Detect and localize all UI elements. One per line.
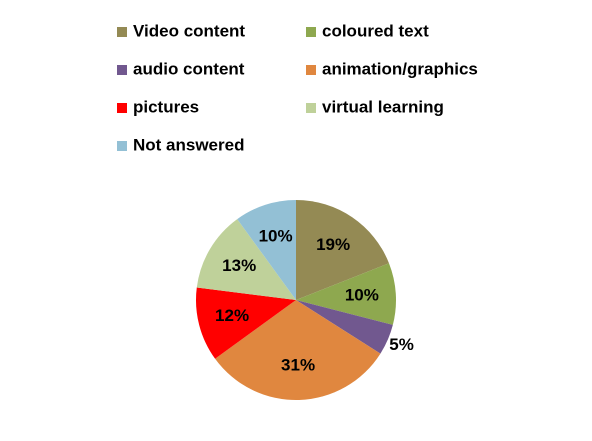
legend-label: audio content [133, 59, 245, 78]
legend-label: virtual learning [322, 97, 444, 116]
legend-label: Not answered [133, 135, 244, 154]
legend-label: animation/graphics [322, 59, 478, 78]
legend-swatch [306, 27, 316, 37]
legend-label: coloured text [322, 21, 429, 40]
legend-label: Video content [133, 21, 245, 40]
pie-slice [296, 263, 396, 325]
data-label: 12% [215, 306, 249, 325]
pie-slice [237, 200, 296, 300]
legend-swatch [117, 141, 127, 151]
data-label: 13% [222, 256, 256, 275]
data-label: 10% [259, 227, 293, 246]
pie-slice [296, 200, 389, 300]
data-label: 31% [281, 355, 315, 374]
legend-swatch [306, 65, 316, 75]
legend-swatch [117, 27, 127, 37]
pie-slice [296, 300, 393, 354]
legend-swatch [117, 103, 127, 113]
legend-swatch [306, 103, 316, 113]
pie-slice [196, 219, 296, 300]
data-label: 5% [389, 335, 414, 354]
pie-slice [215, 300, 381, 401]
data-label: 19% [316, 235, 350, 254]
legend-swatch [117, 65, 127, 75]
pie-slice [196, 287, 296, 359]
legend-label: pictures [133, 97, 199, 116]
data-label: 10% [345, 285, 379, 304]
